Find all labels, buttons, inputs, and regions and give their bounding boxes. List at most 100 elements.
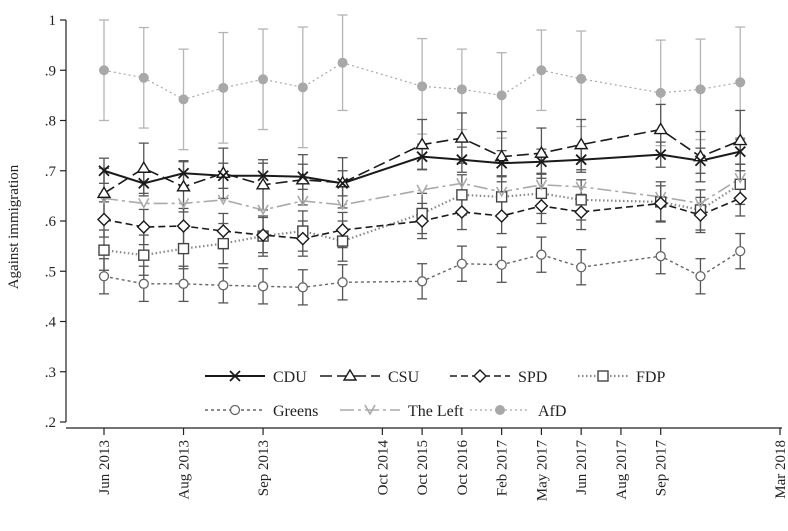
- the-left-point: [694, 198, 707, 210]
- csu-point: [96, 186, 112, 199]
- the-left-point: [535, 179, 548, 191]
- spd-point: [733, 191, 748, 206]
- x-tick-label: Feb 2017: [495, 440, 511, 497]
- fdp-point: [177, 242, 190, 255]
- greens-point: [337, 277, 348, 288]
- cdu-point: [257, 170, 269, 182]
- cdu-point: [734, 146, 746, 158]
- fdp-point: [98, 244, 110, 256]
- csu-point: [335, 175, 350, 188]
- x-tick-label: Jun 2013: [97, 440, 113, 495]
- fdp-point: [336, 235, 349, 247]
- spd-point: [454, 204, 469, 219]
- afd-point: [258, 74, 269, 85]
- the-left-point: [257, 204, 269, 216]
- legend-item-csu: CSU: [320, 368, 420, 386]
- y-axis-label: Against immigration: [6, 164, 22, 289]
- y-tick-label: .5: [45, 264, 56, 280]
- error-bars: [99, 14, 746, 306]
- cdu-point: [496, 157, 508, 169]
- legend-swatch-marker: [473, 369, 487, 383]
- spd-point: [653, 196, 668, 211]
- afd-point: [138, 72, 149, 83]
- x-tick-label: May 2017: [534, 440, 550, 502]
- csu-point: [732, 133, 748, 146]
- afd-point: [417, 81, 428, 92]
- greens-point: [496, 259, 507, 270]
- legend-item-the-left: The Left: [340, 403, 464, 420]
- legend-swatch-marker: [597, 370, 609, 382]
- y-tick-label: 1: [49, 13, 57, 29]
- legend-swatch-marker: [229, 370, 241, 382]
- csu-point: [454, 130, 470, 143]
- y-axis-ticks: .2 .3 .4 .5 .6 .7 .8 .9 1: [45, 13, 66, 431]
- series-markers: [96, 57, 748, 293]
- legend-label: CDU: [273, 369, 307, 386]
- greens-point: [456, 258, 468, 269]
- cdu-point: [98, 165, 110, 177]
- legend-item-afd: AfD: [470, 403, 566, 420]
- y-tick-label: .3: [45, 365, 56, 381]
- greens-point: [655, 251, 666, 262]
- greens-point: [98, 271, 110, 282]
- cdu-point: [694, 155, 707, 167]
- spd-point: [494, 208, 509, 223]
- csu-point: [255, 177, 271, 190]
- fdp-point: [138, 249, 150, 261]
- fdp-point: [575, 194, 587, 206]
- x-tick-label: Sep 2013: [256, 440, 272, 496]
- fdp-point: [734, 178, 746, 191]
- x-tick-label: Jun 2017: [574, 440, 590, 495]
- x-axis-ticks: Jun 2013 Aug 2013 Sep 2013 Oct 2014 Oct 2015…: [97, 428, 788, 501]
- the-left-point: [575, 181, 587, 193]
- afd-point: [297, 82, 308, 93]
- y-tick-label: .4: [45, 315, 57, 331]
- greens-point: [297, 282, 308, 293]
- cdu-point: [177, 167, 190, 179]
- afd-point: [735, 77, 746, 88]
- csu-point: [136, 160, 152, 173]
- legend-swatch-marker: [342, 368, 358, 381]
- cdu-point: [456, 154, 468, 166]
- cdu-point: [336, 177, 349, 189]
- cdu-point: [297, 171, 309, 183]
- the-left-point: [456, 177, 468, 189]
- afd-point: [218, 82, 229, 93]
- y-tick-label: .6: [45, 214, 57, 230]
- legend-swatch-marker: [229, 404, 241, 416]
- x-tick-label: Oct 2015: [415, 440, 431, 495]
- csu-point: [573, 137, 589, 150]
- spd-point: [136, 220, 151, 235]
- legend-item-fdp: FDP: [578, 369, 665, 386]
- afd-point: [496, 90, 507, 101]
- legend-label: FDP: [636, 369, 665, 386]
- cdu-point: [138, 177, 150, 189]
- legend-item-cdu: CDU: [205, 369, 307, 386]
- afd-point: [576, 73, 587, 84]
- spd-point: [534, 198, 549, 213]
- y-tick-label: .2: [45, 415, 56, 431]
- csu-point: [295, 172, 311, 185]
- afd-point: [99, 65, 109, 76]
- y-tick-label: .7: [45, 164, 57, 180]
- legend-label: Greens: [273, 403, 318, 420]
- afd-point: [536, 65, 547, 76]
- legend-label: AfD: [538, 403, 566, 420]
- x-tick-label: Aug 2013: [177, 440, 193, 500]
- spd-point: [693, 207, 708, 222]
- greens-point: [178, 278, 189, 289]
- afd-point: [178, 94, 189, 105]
- cdu-point: [416, 151, 428, 163]
- spd-point: [97, 212, 111, 227]
- spd-point: [295, 231, 310, 246]
- the-left-series-line: [103, 177, 741, 211]
- spd-point: [335, 223, 350, 238]
- legend: CDU CSU SPD FDP Greens The Left AfD: [205, 368, 665, 420]
- greens-point: [576, 262, 587, 273]
- x-tick-label: Aug 2017: [614, 440, 630, 500]
- csu-point: [653, 122, 668, 135]
- greens-point: [416, 276, 428, 287]
- the-left-point: [416, 184, 428, 196]
- greens-point: [695, 271, 706, 282]
